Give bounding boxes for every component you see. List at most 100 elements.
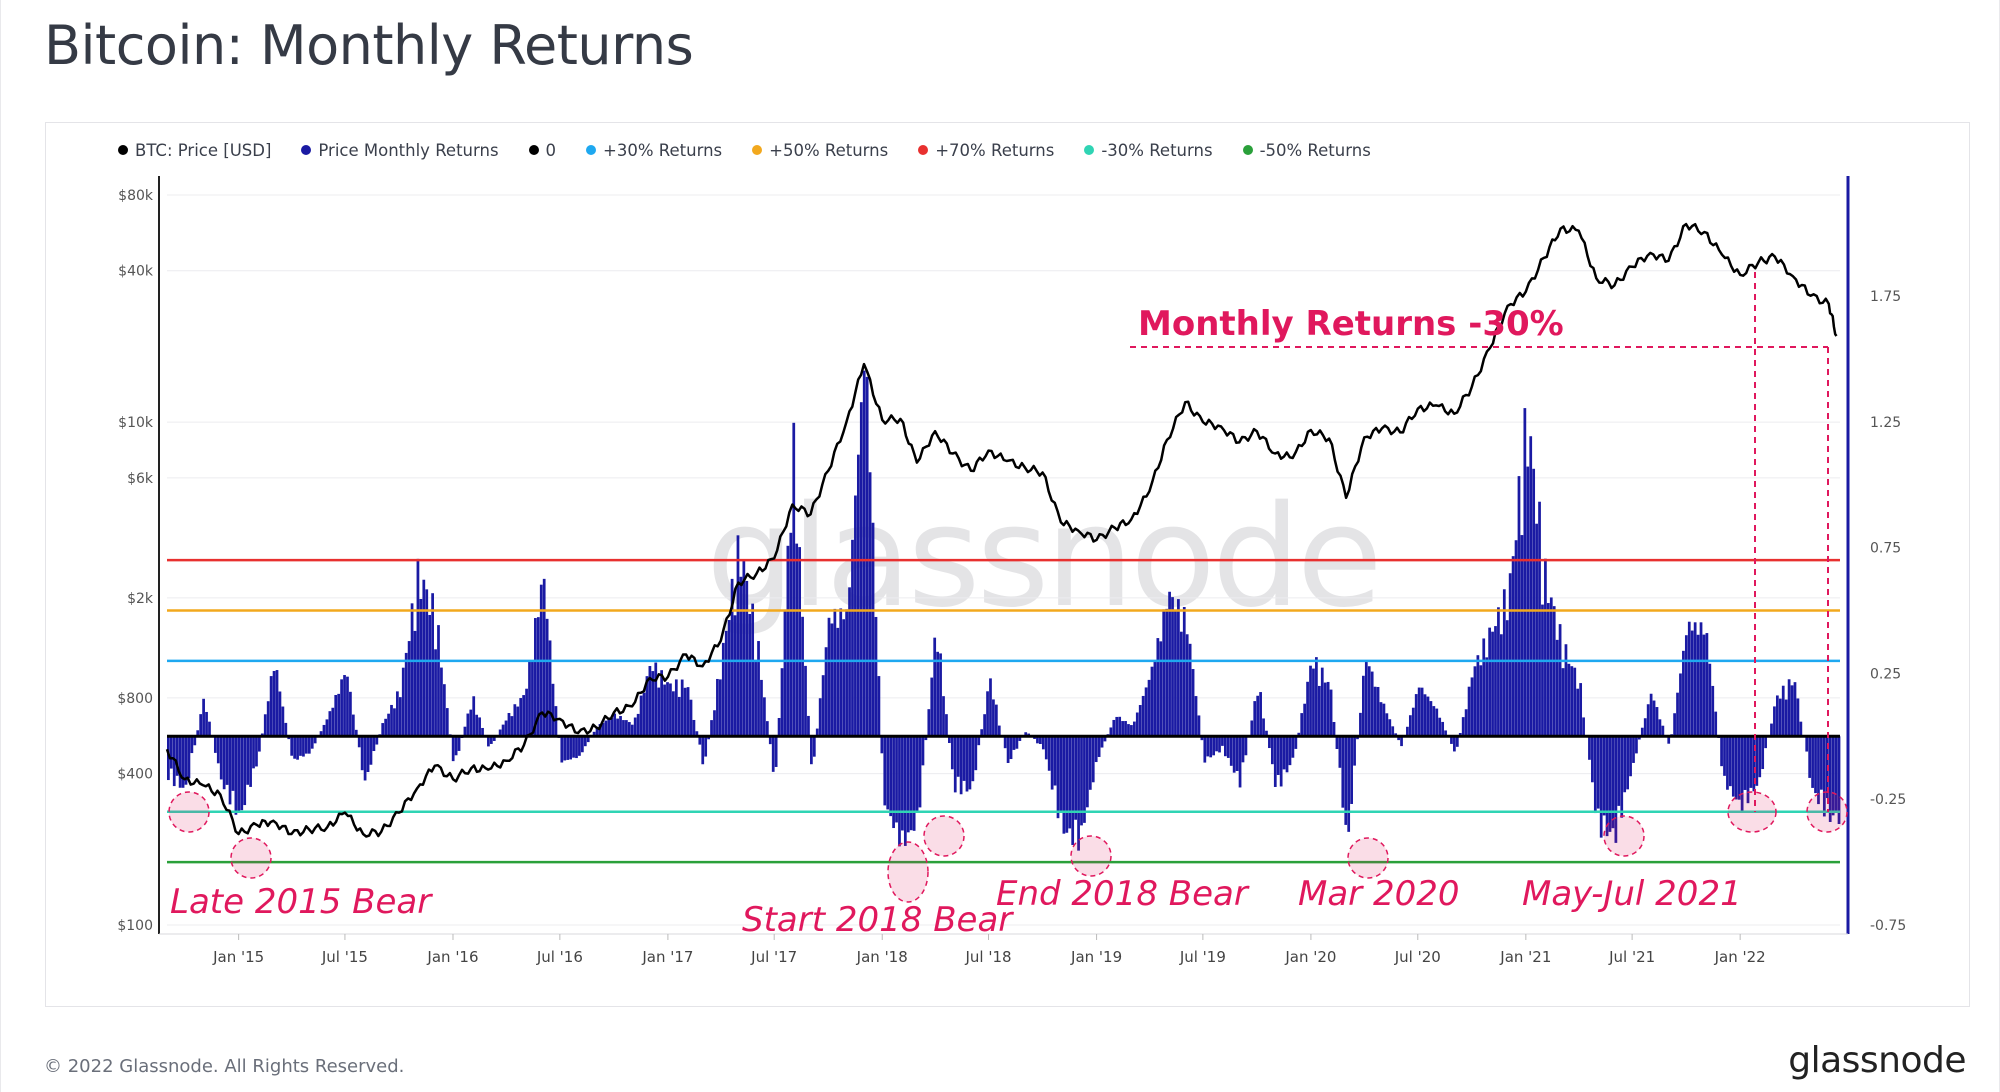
return-bar [363, 736, 367, 781]
return-bar [742, 560, 746, 737]
return-bar [642, 692, 646, 737]
return-bar [936, 651, 939, 737]
return-bar [804, 665, 807, 737]
return-bar [1083, 736, 1086, 823]
return-bar [1347, 736, 1351, 832]
highlight-circle [923, 815, 965, 857]
return-bar [519, 698, 523, 737]
return-bar [1262, 718, 1265, 737]
return-bar [1385, 713, 1389, 737]
return-bar [299, 736, 302, 756]
return-bar [1696, 634, 1700, 737]
return-bar [1538, 501, 1541, 737]
return-bar [228, 736, 232, 805]
return-bar [1212, 736, 1215, 756]
page-title: Bitcoin: Monthly Returns [44, 14, 694, 77]
return-bar [724, 630, 728, 737]
return-bar [542, 578, 546, 737]
return-bar [704, 736, 708, 757]
return-bar [983, 714, 986, 737]
y-tick-label: $40k [118, 264, 154, 280]
legend-dot [118, 145, 128, 155]
return-bar [1244, 736, 1248, 756]
return-bar [222, 736, 226, 790]
return-bar [278, 691, 282, 737]
return-bar [686, 687, 690, 737]
x-tick-label: Jul '17 [750, 948, 797, 966]
return-bar [1259, 692, 1262, 737]
return-bar [1303, 703, 1307, 737]
return-bar [357, 736, 361, 748]
return-bar [698, 736, 702, 745]
legend-dot [1084, 145, 1095, 155]
legend-item-minus30[interactable]: -30% Returns [1084, 138, 1213, 162]
return-bar [1758, 736, 1762, 778]
return-bar [398, 697, 402, 737]
return-bar [566, 736, 570, 760]
return-bar [1326, 681, 1330, 737]
return-bar [1517, 476, 1521, 737]
legend-label: 0 [545, 140, 557, 160]
return-bar [830, 623, 834, 737]
return-bar [751, 603, 755, 737]
return-bar [833, 608, 837, 737]
return-bar [384, 718, 388, 737]
return-bar [1608, 736, 1612, 832]
return-bar [1174, 609, 1177, 737]
legend-item-btc-price[interactable]: BTC: Price [USD] [118, 138, 271, 162]
legend-item-minus50[interactable]: -50% Returns [1242, 138, 1371, 162]
return-bar [225, 736, 229, 785]
return-bar [1068, 736, 1072, 829]
return-bar [745, 580, 749, 737]
legend-item-monthly-returns[interactable]: Price Monthly Returns [301, 138, 499, 162]
return-bar [654, 662, 658, 737]
return-bar [1238, 736, 1242, 788]
return-bar [1684, 635, 1688, 737]
return-bar [1350, 736, 1353, 804]
legend-dot [1242, 145, 1253, 155]
legend-item-plus50[interactable]: +50% Returns [752, 138, 888, 162]
legend: BTC: Price [USD] Price Monthly Returns 0… [118, 138, 1371, 162]
return-bar [1414, 694, 1418, 737]
return-bar [1790, 685, 1794, 737]
return-bar [768, 736, 772, 745]
return-bar [610, 717, 614, 737]
return-bar [1508, 573, 1512, 737]
return-bar [1112, 719, 1116, 737]
return-bar [1153, 660, 1157, 737]
return-bar [789, 532, 793, 737]
y-tick-label: $100 [117, 918, 153, 934]
return-bar [651, 671, 655, 737]
return-bar [184, 736, 188, 785]
return-bar [1097, 736, 1101, 757]
y-tick-label: $80k [118, 188, 154, 204]
highlight-circle [230, 837, 272, 879]
return-bar [1080, 736, 1083, 826]
return-bar [1156, 638, 1160, 737]
return-bar [167, 736, 170, 781]
return-bar [930, 677, 934, 737]
return-bar [657, 687, 661, 737]
return-bar [1720, 736, 1723, 767]
return-bar [1658, 719, 1662, 737]
return-bar [548, 640, 552, 737]
return-bar [255, 736, 258, 767]
return-bar [440, 667, 443, 737]
return-bar [1053, 736, 1057, 786]
return-bar [924, 736, 928, 741]
return-bar [1549, 597, 1553, 737]
return-bar [948, 736, 951, 744]
legend-item-plus30[interactable]: +30% Returns [586, 138, 722, 162]
return-bar [1541, 604, 1544, 737]
legend-item-plus70[interactable]: +70% Returns [918, 138, 1054, 162]
return-bar [234, 736, 238, 815]
x-tick-label: Jul '16 [536, 948, 583, 966]
legend-item-zero[interactable]: 0 [528, 138, 557, 162]
return-bar [1514, 540, 1518, 737]
return-bar [1734, 736, 1738, 800]
return-bar [1018, 736, 1022, 741]
return-bar [1429, 701, 1433, 737]
x-tick-label: Jul '15 [321, 948, 368, 966]
return-bar [1317, 685, 1321, 737]
return-bar [674, 679, 678, 737]
